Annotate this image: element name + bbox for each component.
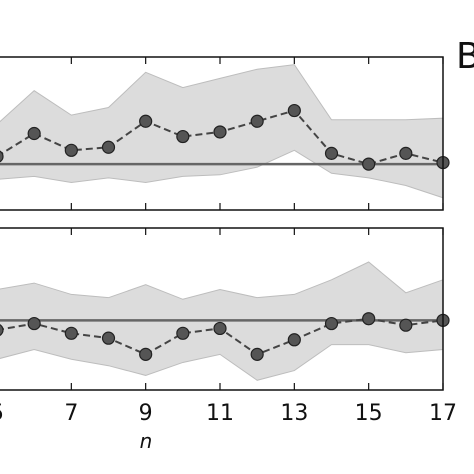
x-tick-label: 13: [280, 401, 308, 426]
x-tick-label: 15: [355, 401, 383, 426]
point: [399, 146, 413, 160]
point: [399, 318, 413, 332]
point: [287, 103, 301, 118]
point: [176, 326, 190, 340]
point: [287, 333, 301, 347]
point: [64, 143, 78, 157]
point: [362, 312, 376, 326]
point: [213, 125, 227, 139]
point: [101, 331, 116, 345]
point: [27, 316, 41, 331]
x-tick-label: 9: [139, 401, 153, 426]
point: [139, 114, 153, 128]
point: [0, 324, 4, 336]
point: [0, 150, 4, 163]
point: [250, 114, 264, 128]
point: [213, 321, 227, 336]
x-tick-label: 11: [206, 401, 234, 426]
point: [176, 129, 190, 144]
x-axis-label: n: [140, 429, 153, 453]
point: [324, 146, 339, 160]
plot-frame: [0, 56, 444, 211]
point: [101, 140, 116, 154]
point: [139, 347, 153, 361]
x-tick-label: 5: [0, 401, 4, 426]
point: [250, 347, 264, 361]
x-tick-label: 17: [429, 401, 457, 426]
point: [64, 326, 78, 340]
point: [324, 316, 339, 331]
plot-frame: [0, 227, 444, 391]
point: [362, 157, 376, 171]
point: [27, 126, 41, 141]
panel-label: B: [456, 36, 474, 77]
x-tick-label: 7: [64, 401, 78, 426]
